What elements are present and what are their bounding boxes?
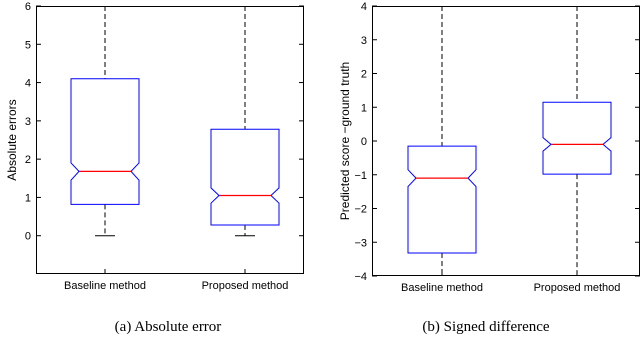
chart1-ytick-label: −1 — [354, 170, 367, 182]
chart1-box-0 — [407, 145, 477, 254]
chart-absolute-error: 0 1 2 3 4 5 6 Baseline method Proposed method Abs… — [5, 1, 304, 292]
chart1-ytick-label: 3 — [361, 35, 367, 47]
chart1-ytick-label: 2 — [361, 69, 367, 81]
chart0-xtick-label: Proposed method — [202, 280, 289, 292]
chart1-box-1 — [542, 101, 612, 175]
chart1-xtick-label: Proposed method — [534, 282, 621, 294]
chart0-box-1 — [210, 128, 280, 226]
chart1-ytick-label: −4 — [354, 271, 367, 283]
chart0-ylabel: Absolute errors — [5, 99, 19, 180]
chart0-ytick-label: 0 — [25, 231, 31, 243]
chart1-xtick-label: Baseline method — [401, 282, 483, 294]
caption-a: (a) Absolute error — [115, 319, 222, 335]
chart1-ytick-label: 4 — [361, 1, 367, 13]
chart0-ytick-label: 5 — [25, 39, 31, 51]
chart1-plot-frame — [372, 6, 640, 276]
chart1-ytick-label: −2 — [354, 204, 367, 216]
chart0-ytick-label: 3 — [25, 116, 31, 128]
chart0-box-0 — [70, 78, 140, 205]
caption-b: (b) Signed difference — [422, 319, 550, 335]
chart0-ytick-label: 6 — [25, 1, 31, 13]
chart1-ylabel: Predicted score −ground truth — [338, 62, 352, 220]
chart0-ytick-label: 4 — [25, 78, 31, 90]
chart0-xtick-label: Baseline method — [64, 280, 146, 292]
chart-signed-difference: −4 −3 −2 −1 0 1 2 3 4 Baseline method Proposed met… — [338, 1, 640, 294]
chart1-ytick-label: 0 — [361, 136, 367, 148]
chart0-plot-frame — [36, 6, 304, 274]
chart1-ytick-label: −3 — [354, 237, 367, 249]
chart0-ytick-label: 1 — [25, 192, 31, 204]
chart0-ytick-label: 2 — [25, 154, 31, 166]
chart1-ytick-label: 1 — [361, 102, 367, 114]
